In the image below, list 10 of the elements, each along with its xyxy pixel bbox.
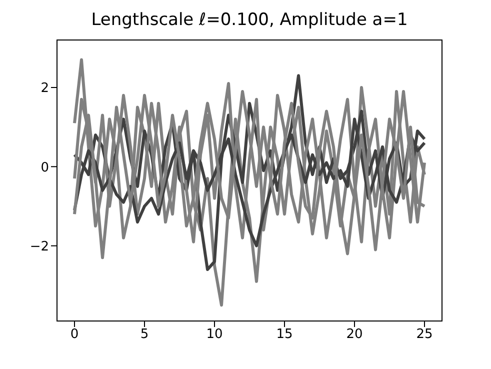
x-tick-label: 10 xyxy=(206,327,223,342)
x-tick-label: 15 xyxy=(276,327,293,342)
x-tick-label: 0 xyxy=(70,327,79,342)
x-tick-label: 20 xyxy=(346,327,363,342)
y-tick-label: 0 xyxy=(40,160,49,176)
x-tick-label: 5 xyxy=(140,327,149,342)
y-tick-label: 2 xyxy=(40,81,49,96)
chart-title: Lengthscale ℓ=0.100, Amplitude a=1 xyxy=(90,9,409,32)
y-tick-label: −2 xyxy=(30,239,49,254)
x-tick-label: 25 xyxy=(416,327,433,342)
